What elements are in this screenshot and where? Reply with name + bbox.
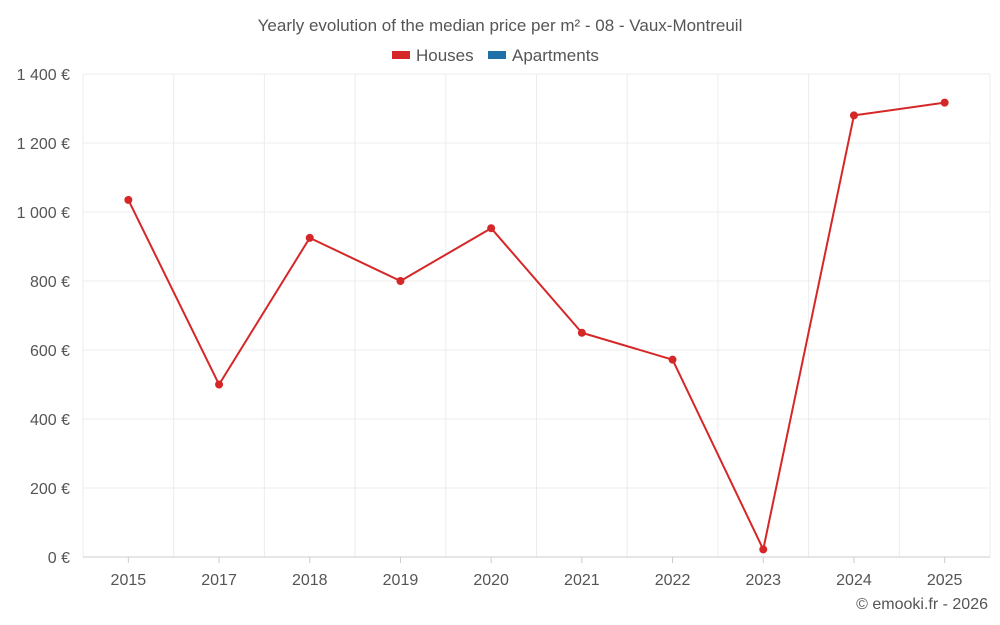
legend-label-apartments: Apartments bbox=[512, 46, 599, 65]
x-tick-label: 2015 bbox=[111, 572, 147, 589]
legend: Houses Apartments bbox=[392, 46, 599, 65]
chart-title: Yearly evolution of the median price per… bbox=[258, 16, 743, 35]
legend-item-houses[interactable]: Houses bbox=[392, 46, 474, 65]
houses-point[interactable] bbox=[940, 98, 949, 107]
y-tick-label: 1 000 € bbox=[17, 205, 70, 222]
houses-point[interactable] bbox=[215, 380, 224, 389]
houses-point[interactable] bbox=[577, 328, 586, 337]
x-tick-label: 2022 bbox=[655, 572, 691, 589]
x-tick-label: 2024 bbox=[836, 572, 872, 589]
legend-label-houses: Houses bbox=[416, 46, 474, 65]
grid-lines bbox=[82, 73, 991, 557]
houses-point[interactable] bbox=[759, 545, 768, 554]
y-tick-label: 1 400 € bbox=[17, 67, 70, 84]
series-houses bbox=[124, 98, 949, 554]
legend-item-apartments[interactable]: Apartments bbox=[488, 46, 599, 65]
houses-point[interactable] bbox=[124, 195, 133, 204]
x-tick-label: 2018 bbox=[292, 572, 328, 589]
x-axis-ticks: 2015 2017 2018 2019 2020 2021 2022 2023 2024 2025 bbox=[111, 557, 963, 589]
y-tick-label: 200 € bbox=[30, 481, 70, 498]
legend-swatch-apartments bbox=[488, 51, 506, 59]
x-tick-label: 2019 bbox=[383, 572, 419, 589]
x-tick-label: 2023 bbox=[745, 572, 781, 589]
y-tick-label: 1 200 € bbox=[17, 136, 70, 153]
houses-point[interactable] bbox=[396, 277, 405, 285]
houses-point[interactable] bbox=[305, 233, 314, 242]
y-tick-label: 800 € bbox=[30, 274, 70, 291]
houses-point[interactable] bbox=[849, 111, 858, 120]
y-axis-ticks: 0 € 200 € 400 € 600 € 800 € 1 000 € 1 200 € 1 4… bbox=[17, 67, 70, 567]
x-tick-label: 2021 bbox=[564, 572, 600, 589]
x-tick-label: 2020 bbox=[473, 572, 509, 589]
x-tick-label: 2017 bbox=[201, 572, 237, 589]
y-tick-label: 400 € bbox=[30, 412, 70, 429]
legend-swatch-houses bbox=[392, 51, 410, 59]
credit-text: © emooki.fr - 2026 bbox=[856, 596, 988, 613]
houses-point[interactable] bbox=[668, 355, 677, 364]
houses-line bbox=[127, 101, 945, 551]
houses-point[interactable] bbox=[487, 224, 496, 233]
x-tick-label: 2025 bbox=[927, 572, 963, 589]
y-tick-label: 0 € bbox=[48, 550, 70, 567]
y-tick-label: 600 € bbox=[30, 343, 70, 360]
